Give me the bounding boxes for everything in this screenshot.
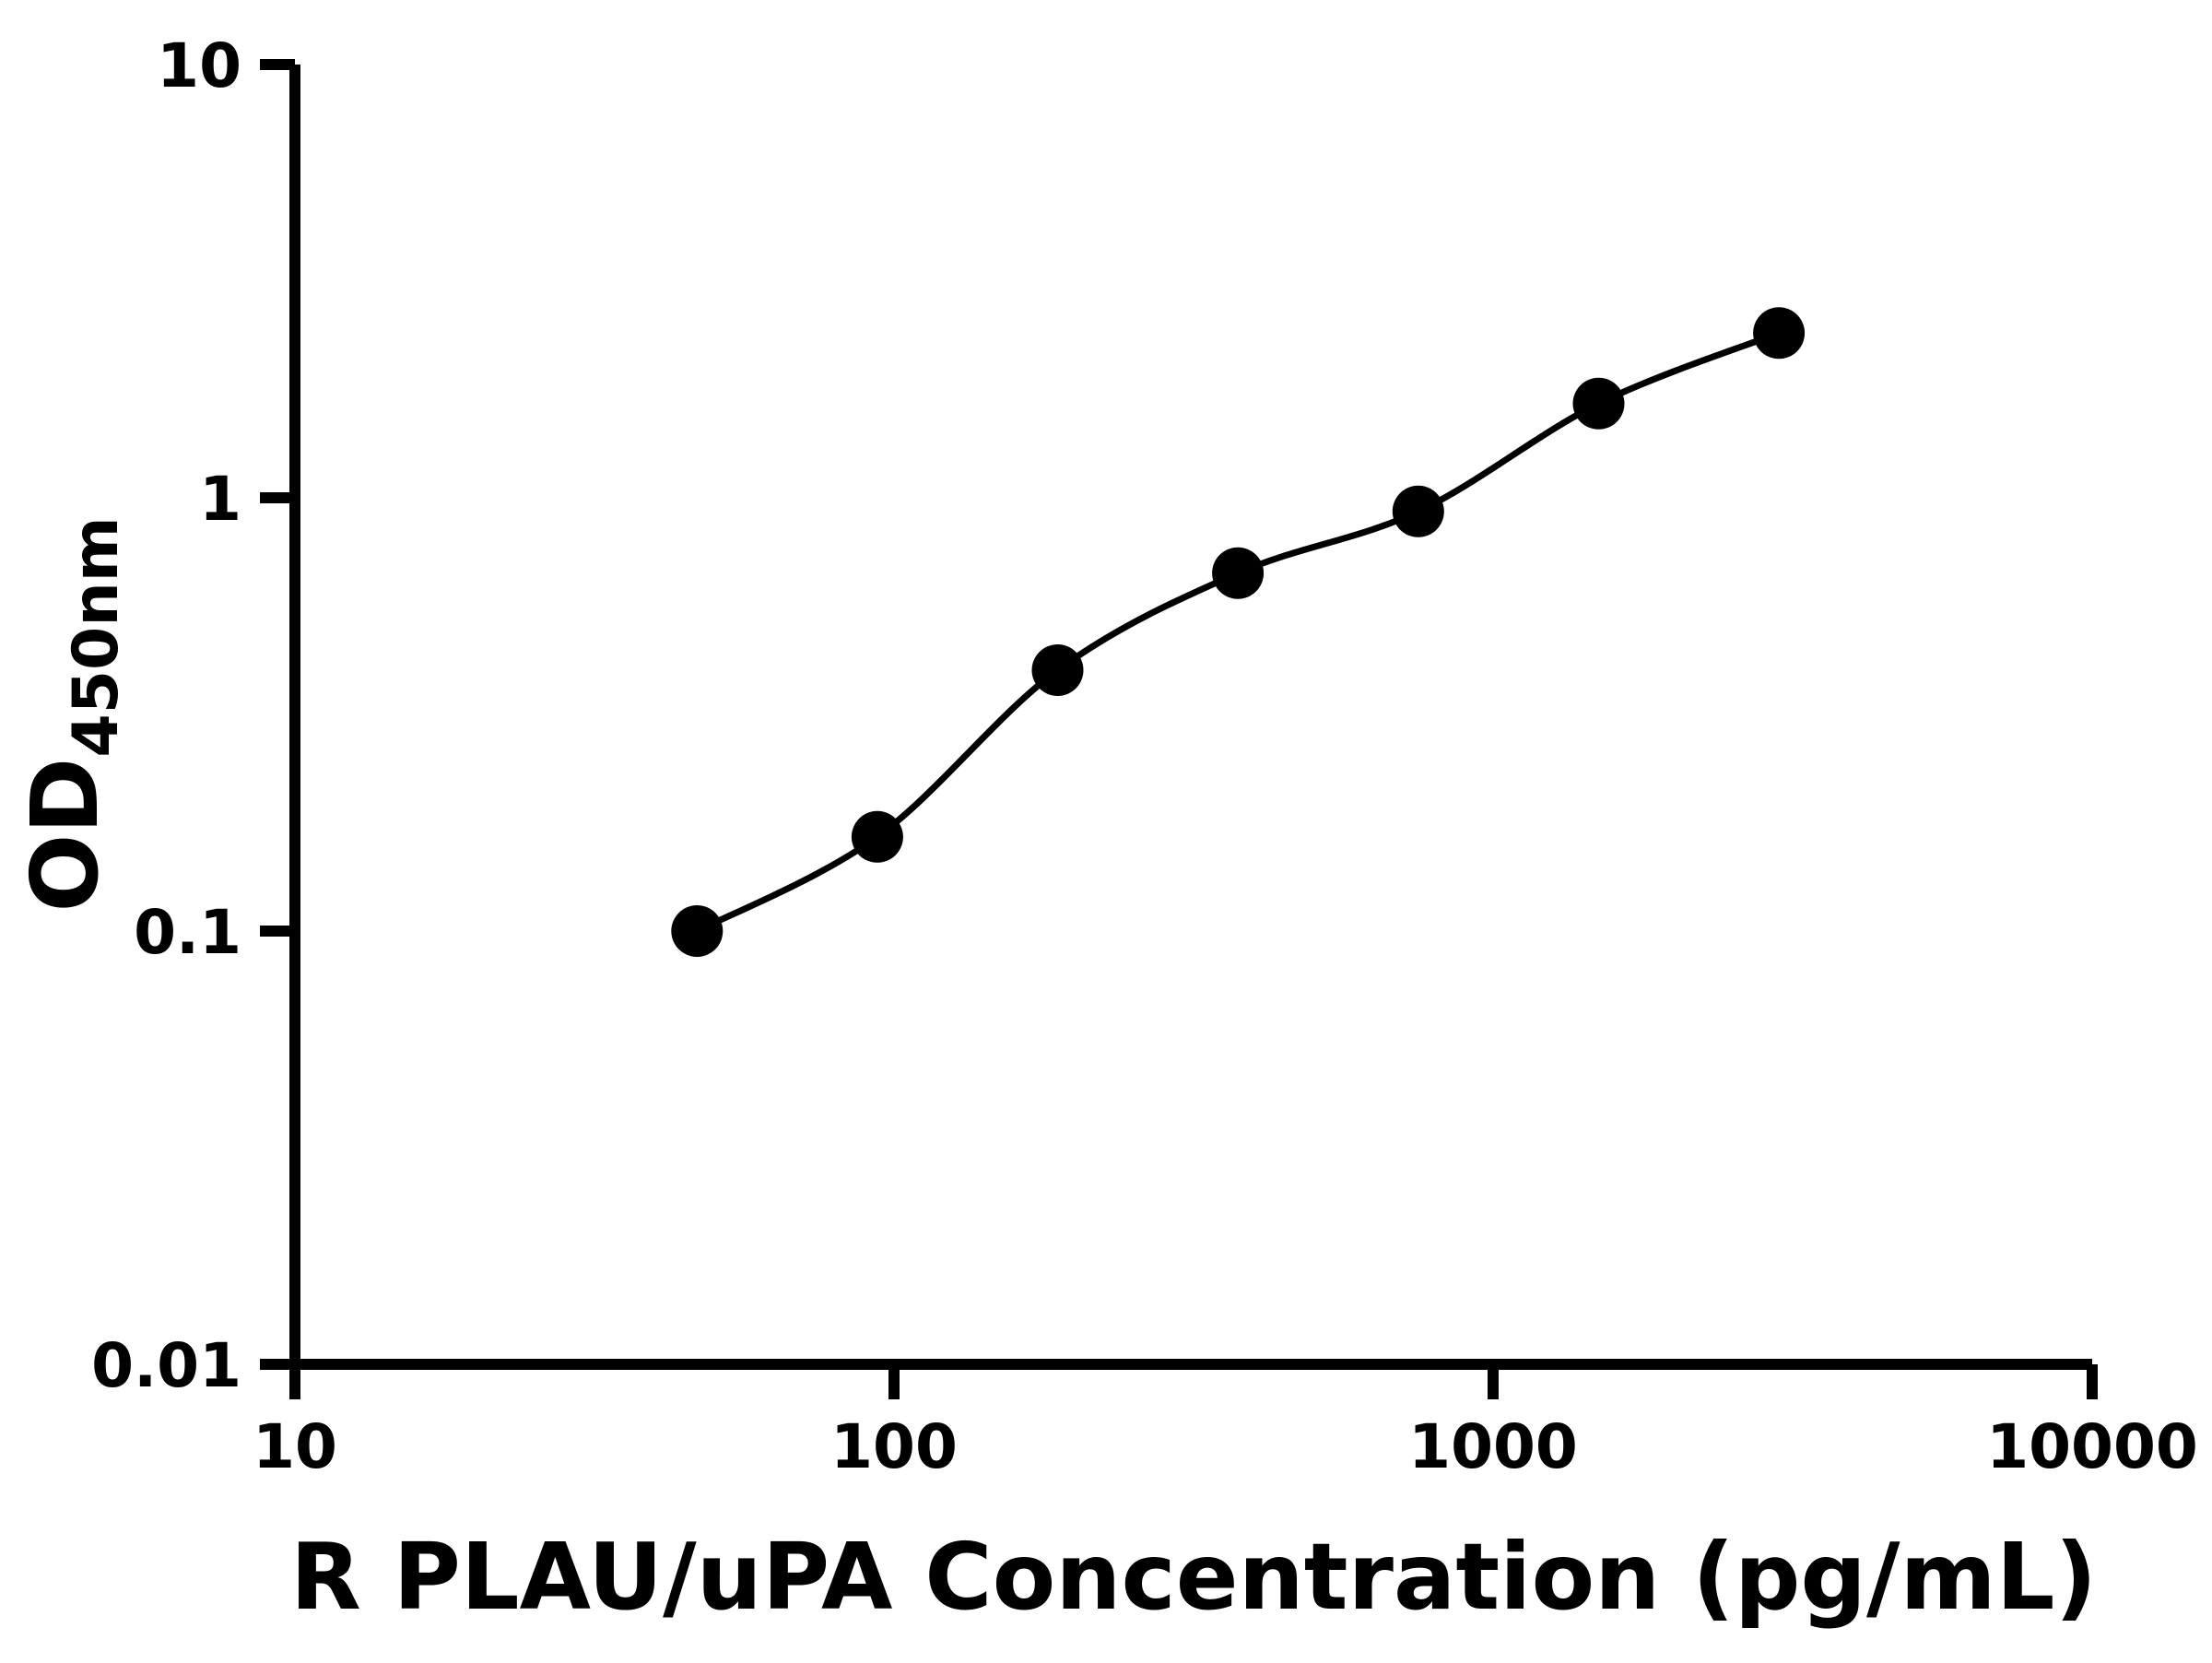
data-point-marker (1572, 377, 1625, 430)
axis-spine (289, 65, 2092, 1370)
data-point-marker (1753, 307, 1806, 360)
y-axis-ticks-layer: 10 1 0.1 0.01 (91, 30, 295, 1401)
x-axis-title: R PLAU/uPA Concentration (pg/mL) (290, 1523, 2097, 1631)
y-tick-label: 1 (199, 464, 241, 535)
y-axis-title-main: OD (11, 758, 119, 913)
data-points-layer (671, 307, 1806, 957)
y-tick-label: 0.01 (91, 1330, 241, 1401)
y-axis-title-sub: 450nm (60, 516, 133, 757)
data-point-marker (671, 905, 724, 957)
x-tick-label: 10 (253, 1411, 337, 1482)
data-point-marker (1031, 644, 1084, 696)
x-tick-label: 10000 (1986, 1411, 2198, 1482)
x-tick-label: 100 (830, 1411, 958, 1482)
axes-layer (289, 65, 2092, 1370)
y-tick-label: 10 (157, 30, 241, 101)
y-tick-label: 0.1 (134, 897, 241, 968)
data-point-marker (1392, 485, 1444, 537)
x-tick-label: 1000 (1408, 1411, 1578, 1482)
data-point-marker (851, 810, 903, 863)
x-axis-ticks-layer: 10 100 1000 10000 (253, 1364, 2198, 1482)
y-axis-title: OD450nm (11, 516, 133, 912)
data-point-marker (1212, 547, 1265, 599)
